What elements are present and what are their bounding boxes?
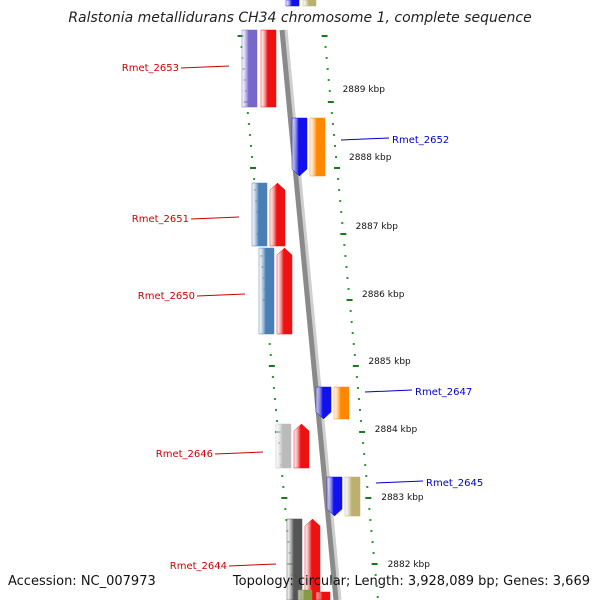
gene-Rmet_2651-strand-b[interactable] bbox=[269, 182, 286, 247]
gene-Rmet_2653-strand-a[interactable] bbox=[241, 29, 258, 108]
gene-Rmet_2647-strand-b[interactable] bbox=[333, 386, 350, 420]
gene-label[interactable]: Rmet_2653 bbox=[122, 63, 179, 74]
gene-partial-bottom-a[interactable] bbox=[297, 589, 313, 600]
gene-Rmet_2650-strand-b[interactable] bbox=[276, 247, 293, 335]
gene-Rmet_2645-strand-b[interactable] bbox=[344, 476, 361, 517]
gene-Rmet_2651-strand-a[interactable] bbox=[251, 182, 268, 247]
gene-label[interactable]: Rmet_2646 bbox=[156, 449, 213, 460]
gene-leader-line bbox=[180, 65, 230, 69]
map-title: Ralstonia metallidurans CH34 chromosome … bbox=[68, 10, 532, 26]
gene-leader-line bbox=[190, 216, 240, 220]
gene-label[interactable]: Rmet_2650 bbox=[138, 291, 195, 302]
summary-text: Topology: circular; Length: 3,928,089 bp… bbox=[232, 574, 590, 589]
gene-partial-top-b[interactable] bbox=[302, 0, 317, 7]
gene-Rmet_2644-strand-a[interactable] bbox=[286, 518, 303, 600]
gene-Rmet_2653-strand-b[interactable] bbox=[260, 29, 277, 108]
gene-Rmet_2646-strand-b[interactable] bbox=[293, 423, 310, 469]
gene-partial-bottom-b[interactable] bbox=[315, 591, 331, 600]
gene-label[interactable]: Rmet_2652 bbox=[392, 135, 449, 146]
scale-label: 2889 kbp bbox=[343, 85, 386, 95]
scale-label: 2888 kbp bbox=[349, 153, 392, 163]
gene-Rmet_2645-strand-a[interactable] bbox=[326, 476, 343, 517]
gene-leader-line bbox=[196, 293, 246, 297]
gene-Rmet_2652-strand-b[interactable] bbox=[309, 117, 326, 177]
scale-label: 2884 kbp bbox=[375, 425, 418, 435]
gene-label[interactable]: Rmet_2651 bbox=[132, 214, 189, 225]
gene-label[interactable]: Rmet_2644 bbox=[170, 561, 227, 572]
gene-label[interactable]: Rmet_2647 bbox=[415, 387, 472, 398]
gene-Rmet_2646-strand-a[interactable] bbox=[275, 423, 292, 469]
gene-Rmet_2644-strand-b[interactable] bbox=[304, 518, 321, 600]
accession-text: Accession: NC_007973 bbox=[8, 574, 156, 589]
scale-label: 2883 kbp bbox=[381, 493, 424, 503]
gene-leader-line bbox=[340, 137, 390, 141]
scale-label: 2887 kbp bbox=[356, 222, 399, 232]
scale-label: 2885 kbp bbox=[368, 357, 411, 367]
scale-label: 2882 kbp bbox=[388, 560, 431, 570]
gene-label[interactable]: Rmet_2645 bbox=[426, 478, 483, 489]
gene-partial-top-a[interactable] bbox=[285, 0, 300, 7]
gene-Rmet_2650-strand-a[interactable] bbox=[258, 247, 275, 335]
gene-leader-line bbox=[214, 451, 264, 455]
gene-leader-line bbox=[375, 480, 424, 484]
gene-Rmet_2652-strand-a[interactable] bbox=[291, 117, 308, 177]
gene-leader-line bbox=[228, 563, 277, 567]
scale-label: 2886 kbp bbox=[362, 290, 405, 300]
gene-Rmet_2647-strand-a[interactable] bbox=[315, 386, 332, 420]
gene-leader-line bbox=[364, 389, 413, 393]
